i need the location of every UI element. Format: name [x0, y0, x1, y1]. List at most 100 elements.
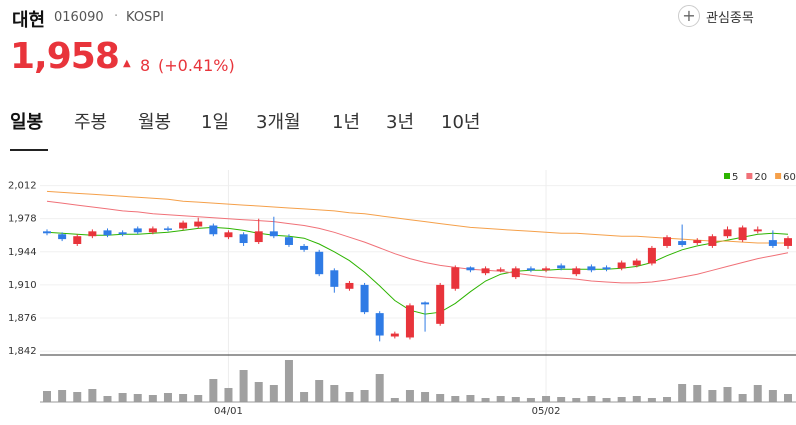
volume-bar	[451, 396, 460, 402]
candle-body	[753, 229, 762, 232]
volume-bar	[254, 382, 263, 402]
candle-body	[360, 284, 369, 313]
tab-underline	[10, 149, 48, 151]
candle-body	[194, 221, 203, 227]
candle-body	[88, 231, 97, 237]
candle-body	[526, 268, 535, 271]
volume-bar	[572, 398, 581, 402]
change: 8	[140, 56, 151, 75]
volume-bar	[239, 370, 248, 402]
volume-bar	[602, 398, 611, 402]
legend-label: 60	[783, 172, 796, 183]
volume-bar	[738, 394, 747, 402]
volume-bar	[708, 390, 717, 402]
volume-bar	[315, 380, 324, 402]
volume-bar	[693, 385, 702, 402]
candle-body	[693, 240, 702, 244]
period-tab[interactable]: 1년	[332, 112, 361, 133]
candle-body	[451, 267, 460, 289]
volume-bar	[73, 392, 82, 402]
candle-body	[663, 237, 672, 246]
candle-body	[405, 305, 414, 338]
y-tick-label: 1,978	[8, 214, 37, 225]
period-tab[interactable]: 3년	[386, 112, 415, 133]
candle-body	[330, 270, 339, 287]
candle-body	[118, 232, 127, 235]
candle-body	[647, 247, 656, 264]
volume-bar	[284, 360, 293, 402]
volume-bar	[58, 390, 67, 402]
volume-bar	[88, 389, 97, 402]
candle-body	[43, 231, 51, 234]
volume-bar	[632, 396, 641, 402]
candle-body	[738, 227, 747, 241]
period-tab[interactable]: 주봉	[74, 112, 108, 133]
volume-bar	[330, 385, 339, 402]
candle-body	[315, 251, 324, 275]
candle-body	[254, 231, 263, 243]
candle-body	[511, 268, 520, 278]
volume-bar	[179, 394, 188, 402]
legend-label: 20	[754, 172, 767, 183]
period-tab[interactable]: 월봉	[138, 112, 172, 133]
period-tab[interactable]: 3개월	[256, 112, 301, 133]
volume-bar	[345, 392, 354, 402]
volume-bar	[723, 387, 732, 402]
y-tick-label: 2,012	[8, 181, 37, 192]
volume-bar	[481, 398, 490, 402]
volume-bar	[678, 384, 687, 402]
volume-bar	[194, 395, 203, 402]
candle-body	[768, 240, 777, 246]
candle-body	[375, 313, 384, 336]
volume-bar	[209, 379, 218, 402]
volume-bar	[163, 393, 172, 402]
moving-average-line	[46, 226, 789, 315]
candle-body	[58, 234, 67, 240]
separator: ·	[114, 9, 119, 24]
volume-bar	[360, 390, 369, 402]
volume-bar	[224, 388, 233, 402]
volume-bar	[753, 385, 762, 402]
candle-body	[587, 266, 596, 271]
favorite-button[interactable]: 관심종목	[706, 11, 754, 26]
candle-body	[436, 284, 445, 324]
candle-body	[784, 238, 792, 246]
y-tick-label: 1,944	[8, 247, 37, 258]
volume-bar	[768, 390, 777, 402]
candle-body	[209, 225, 218, 235]
legend-swatch	[775, 173, 782, 179]
period-tab[interactable]: 일봉	[10, 112, 44, 133]
candle-body	[300, 245, 309, 250]
up-arrow: ▲	[123, 58, 131, 69]
candle-body	[723, 229, 732, 237]
moving-average-line	[46, 190, 788, 244]
volume-bar	[542, 396, 551, 402]
add-favorite-icon[interactable]: +	[678, 5, 700, 27]
volume-bar	[557, 397, 566, 402]
volume-bar	[511, 397, 520, 402]
candle-body	[390, 333, 399, 337]
volume-bar	[663, 397, 672, 402]
candle-body	[284, 237, 293, 245]
volume-bar	[526, 398, 535, 402]
period-tab[interactable]: 1일	[201, 112, 230, 133]
volume-bar	[103, 396, 112, 402]
legend-label: 5	[732, 172, 738, 183]
candle-body	[617, 262, 626, 269]
volume-bar	[269, 385, 278, 402]
candle-body	[163, 228, 172, 230]
period-tab[interactable]: 10년	[441, 112, 481, 133]
candle-body	[103, 230, 112, 236]
volume-bar	[436, 394, 445, 402]
candle-body	[345, 282, 354, 289]
moving-average-line	[46, 200, 789, 284]
candle-body	[224, 232, 233, 238]
candle-body	[708, 236, 717, 246]
volume-bar	[43, 391, 51, 402]
candle-body	[73, 236, 82, 244]
x-tick-label: 05/02	[532, 406, 561, 417]
volume-bar	[421, 392, 430, 402]
y-tick-label: 1,842	[8, 346, 37, 357]
